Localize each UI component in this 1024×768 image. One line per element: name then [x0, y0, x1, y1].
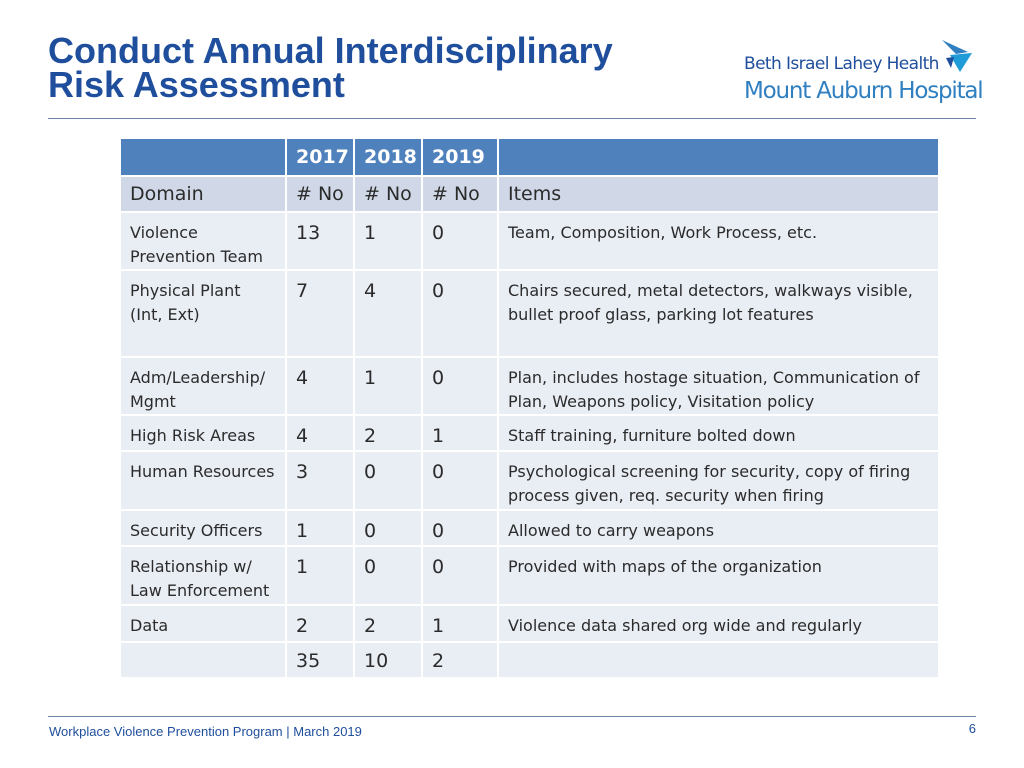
cell-2018: 0: [355, 511, 423, 547]
cell-2019: 0: [423, 452, 499, 511]
cell-domain: Physical Plant (Int, Ext): [121, 271, 287, 358]
cell-items: Plan, includes hostage situation, Commun…: [499, 358, 938, 416]
cell-2018: 2: [355, 416, 423, 452]
cell-2018: 0: [355, 547, 423, 606]
totals-blank: [121, 643, 287, 679]
cell-2019: 0: [423, 213, 499, 271]
year-2019: 2019: [423, 139, 499, 177]
cell-domain: Adm/Leadership/ Mgmt: [121, 358, 287, 416]
cell-2018: 2: [355, 606, 423, 643]
cell-items: Provided with maps of the organization: [499, 547, 938, 606]
cell-domain: Security Officers: [121, 511, 287, 547]
total-2018: 10: [355, 643, 423, 679]
page-number: 6: [968, 721, 976, 736]
slide-title: Conduct Annual Interdisciplinary Risk As…: [48, 30, 708, 105]
cell-domain: Human Resources: [121, 452, 287, 511]
header-no-2017: # No: [287, 177, 355, 213]
table-row: Relationship w/ Law Enforcement 1 0 0 Pr…: [121, 547, 938, 606]
cell-items: Staff training, furniture bolted down: [499, 416, 938, 452]
total-2017: 35: [287, 643, 355, 679]
year-2018: 2018: [355, 139, 423, 177]
cell-2019: 1: [423, 606, 499, 643]
totals-row: 35 10 2: [121, 643, 938, 679]
cell-2019: 0: [423, 358, 499, 416]
cell-2018: 4: [355, 271, 423, 358]
table-row: Adm/Leadership/ Mgmt 4 1 0 Plan, include…: [121, 358, 938, 416]
logo-line1: Beth Israel Lahey Health: [744, 54, 939, 74]
cell-items: Psychological screening for security, co…: [499, 452, 938, 511]
cell-2017: 4: [287, 416, 355, 452]
header-domain: Domain: [121, 177, 287, 213]
totals-blank-items: [499, 643, 938, 679]
cell-2017: 3: [287, 452, 355, 511]
year-header-blank-items: [499, 139, 938, 177]
cell-2019: 0: [423, 547, 499, 606]
table-row: Human Resources 3 0 0 Psychological scre…: [121, 452, 938, 511]
year-2017: 2017: [287, 139, 355, 177]
year-header-row: 2017 2018 2019: [121, 139, 938, 177]
table-row: Security Officers 1 0 0 Allowed to carry…: [121, 511, 938, 547]
header-no-2018: # No: [355, 177, 423, 213]
footer-divider: [48, 716, 976, 717]
total-2019: 2: [423, 643, 499, 679]
cell-domain: High Risk Areas: [121, 416, 287, 452]
cell-2017: 2: [287, 606, 355, 643]
logo-line2: Mount Auburn Hospital: [744, 78, 984, 104]
header-divider: [48, 118, 976, 119]
slide-title-line1: Conduct Annual Interdisciplinary: [48, 30, 613, 71]
cell-items: Violence data shared org wide and regula…: [499, 606, 938, 643]
cell-items: Chairs secured, metal detectors, walkway…: [499, 271, 938, 358]
table-row: High Risk Areas 4 2 1 Staff training, fu…: [121, 416, 938, 452]
table-row: Physical Plant (Int, Ext) 7 4 0 Chairs s…: [121, 271, 938, 358]
cell-2019: 0: [423, 511, 499, 547]
risk-assessment-table: 2017 2018 2019 Domain # No # No # No Ite…: [121, 139, 938, 679]
cell-2017: 1: [287, 547, 355, 606]
slide-title-line2: Risk Assessment: [48, 64, 345, 105]
header-items: Items: [499, 177, 938, 213]
cell-2018: 0: [355, 452, 423, 511]
cell-items: Allowed to carry weapons: [499, 511, 938, 547]
table-row: Data 2 2 1 Violence data shared org wide…: [121, 606, 938, 643]
table-row: Violence Prevention Team 13 1 0 Team, Co…: [121, 213, 938, 271]
cell-2017: 4: [287, 358, 355, 416]
column-header-row: Domain # No # No # No Items: [121, 177, 938, 213]
cell-2017: 1: [287, 511, 355, 547]
hospital-logo: Beth Israel Lahey Health Mount Auburn Ho…: [744, 38, 984, 110]
cell-2017: 7: [287, 271, 355, 358]
header-no-2019: # No: [423, 177, 499, 213]
year-header-blank: [121, 139, 287, 177]
cell-2018: 1: [355, 358, 423, 416]
cell-domain: Violence Prevention Team: [121, 213, 287, 271]
cell-2017: 13: [287, 213, 355, 271]
cell-2019: 0: [423, 271, 499, 358]
cell-2019: 1: [423, 416, 499, 452]
cell-domain: Relationship w/ Law Enforcement: [121, 547, 287, 606]
bird-wing-icon: [942, 40, 972, 72]
cell-domain: Data: [121, 606, 287, 643]
cell-items: Team, Composition, Work Process, etc.: [499, 213, 938, 271]
cell-2018: 1: [355, 213, 423, 271]
footer-text: Workplace Violence Prevention Program | …: [49, 724, 362, 739]
